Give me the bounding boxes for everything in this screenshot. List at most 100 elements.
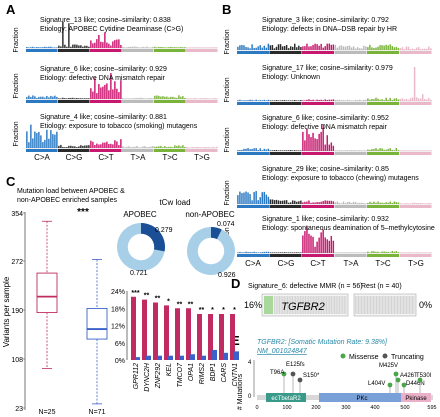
signature-bar [269,150,272,151]
signature-bar [94,42,96,48]
signature-bar [194,98,196,99]
signature-bar [340,100,343,101]
oncoprint-sample [335,296,337,314]
signature-bar [369,149,371,151]
signature-bar [296,47,298,50]
signature-bar [46,47,48,48]
signature-bar [399,98,402,101]
protein-tick: 0 [255,405,258,411]
signature-bar [206,98,208,99]
signature-bar [352,201,355,204]
signature-bar [421,252,424,253]
signature-bar [405,98,408,101]
signature-bar [158,146,160,148]
box [86,307,108,340]
signature-bar [261,192,263,204]
signature-bar [298,201,300,204]
signature-bar [152,146,154,148]
signature-bar [426,99,428,101]
signature-bar [322,229,324,253]
signature-bar [120,139,122,148]
signature-bar [210,98,212,99]
signature-bar [108,144,110,148]
signature-bar [403,48,406,50]
signature-bar [411,150,414,151]
signature-bar [291,252,294,253]
panel-letter-e: E [231,333,240,348]
signature-bar [32,138,34,148]
signature-bar [253,100,255,101]
signature-bar [247,192,249,204]
signature-bar [104,142,106,148]
signature-bar [130,46,132,48]
signature-bar [346,201,349,204]
class-strip [269,205,302,208]
signature-bar [409,48,412,50]
signature-bar [84,98,86,99]
signature-bar [279,44,282,50]
gene-significance: * [167,298,170,305]
signature-bar [383,149,385,151]
signature-bar [318,202,320,204]
class-label-tg: T>G [194,153,210,162]
signature-bar [196,47,198,48]
signature-bar [326,200,328,204]
signature-bar [150,98,152,99]
signature-bar [178,47,180,48]
oncoprint-sample [356,296,358,314]
signature-bar [118,39,120,48]
signature-bar [72,97,74,99]
pie-non-apobec-dark-value: 0.074 [217,221,235,228]
signature-bar [76,44,78,48]
signature-bar [102,86,104,99]
signature-bar [186,146,188,148]
signature-bar [90,40,92,48]
signature-name: Signature_17 like; cosine–similarity: 0.… [262,65,393,72]
class-label-ca: C>A [34,153,50,162]
oncoprint-sample [379,296,381,314]
signature-bar [403,99,406,101]
signature-bar [32,95,34,99]
signature-bar [48,138,50,148]
signature-bar [352,150,355,151]
oncoprint-sample [316,296,318,314]
signature-bar [419,202,422,204]
signature-bar [334,150,337,151]
signature-bar [363,252,365,253]
class-strip [302,51,334,54]
protein-tick: 500 [400,405,409,411]
signature-bar [346,45,349,50]
signature-name: Signature_13 like; cosine–similarity: 0.… [40,17,171,24]
signature-bar [124,98,126,99]
signature-bar [84,45,86,48]
signature-bar [407,203,410,204]
oncoprint-sample [392,296,394,314]
oncoprint-sample [391,296,393,314]
signature-bar [287,252,290,253]
signature-bar [369,201,371,204]
signature-bar [148,47,150,48]
signature-bar [415,47,418,50]
mutation-label: T530I [416,373,432,379]
signature-bar [247,47,249,50]
signature-bar [271,45,274,50]
signature-bar [407,46,410,50]
oncoprint-sample [368,296,370,314]
signature-bar [291,46,294,50]
signature-name: Signature_6 like; cosine–similarity: 0.9… [40,66,167,73]
signature-bar [361,252,363,253]
signature-bar [363,150,365,151]
signature-bar [328,240,331,253]
signature-bar [210,147,212,148]
signature-bar [200,47,202,48]
signature-bar [306,201,308,204]
gene-label: BDP1 [210,363,217,381]
signature-bar [196,146,198,148]
signature-bar [56,47,58,48]
signature-bar [249,252,251,253]
signature-bar [361,100,363,101]
signature-bar [88,145,90,148]
signature-bar [46,129,48,148]
signature-bar [247,148,249,151]
panel-d-left-label: Signature_6: defective MMR (n = 56) [248,283,363,290]
